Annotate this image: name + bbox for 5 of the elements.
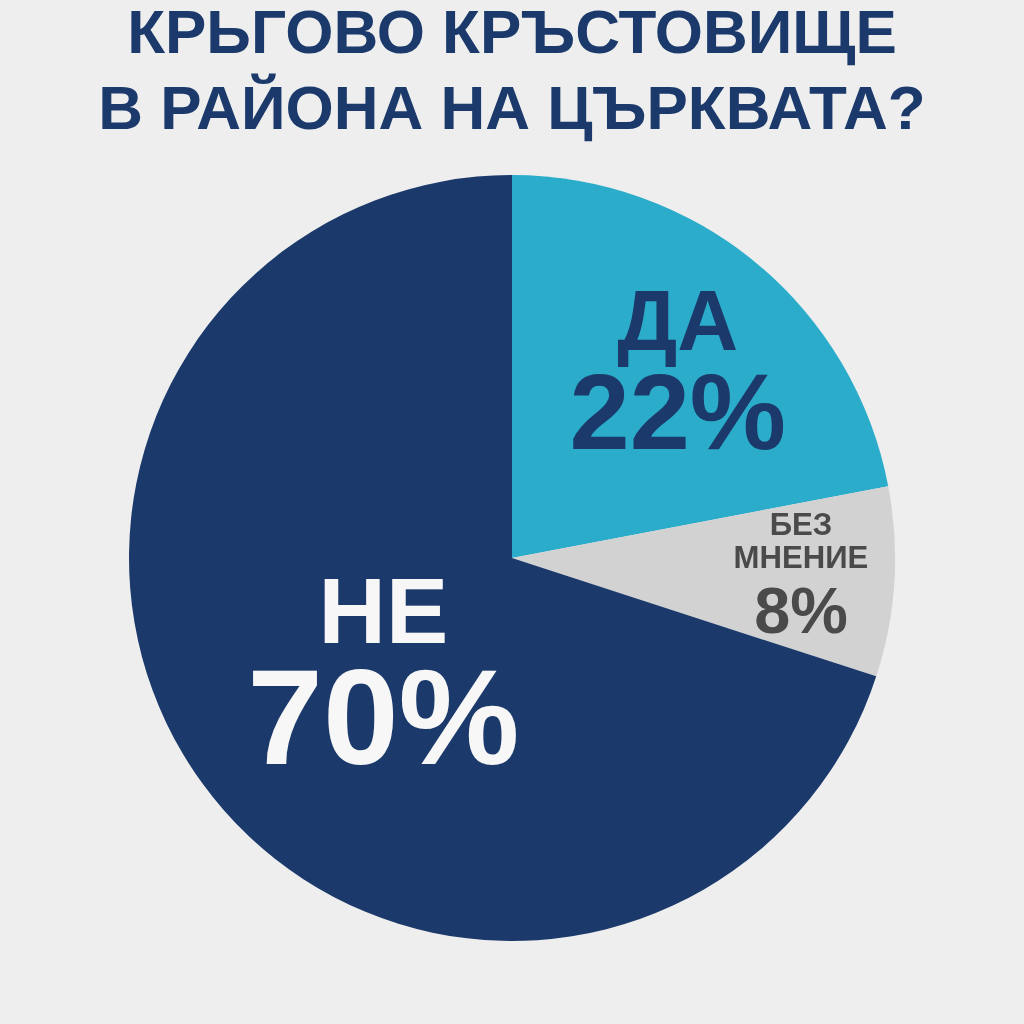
slice-label: НЕ bbox=[318, 559, 449, 664]
data-label: 8% bbox=[754, 574, 848, 648]
chart-title: КРЬГОВО КРЪСТОВИЩЕ В РАЙОНА НА ЦЪРКВАТА? bbox=[98, 0, 926, 142]
pie-slice bbox=[129, 175, 877, 941]
slice-label: БЕЗ МНЕНИЕ bbox=[733, 507, 869, 576]
